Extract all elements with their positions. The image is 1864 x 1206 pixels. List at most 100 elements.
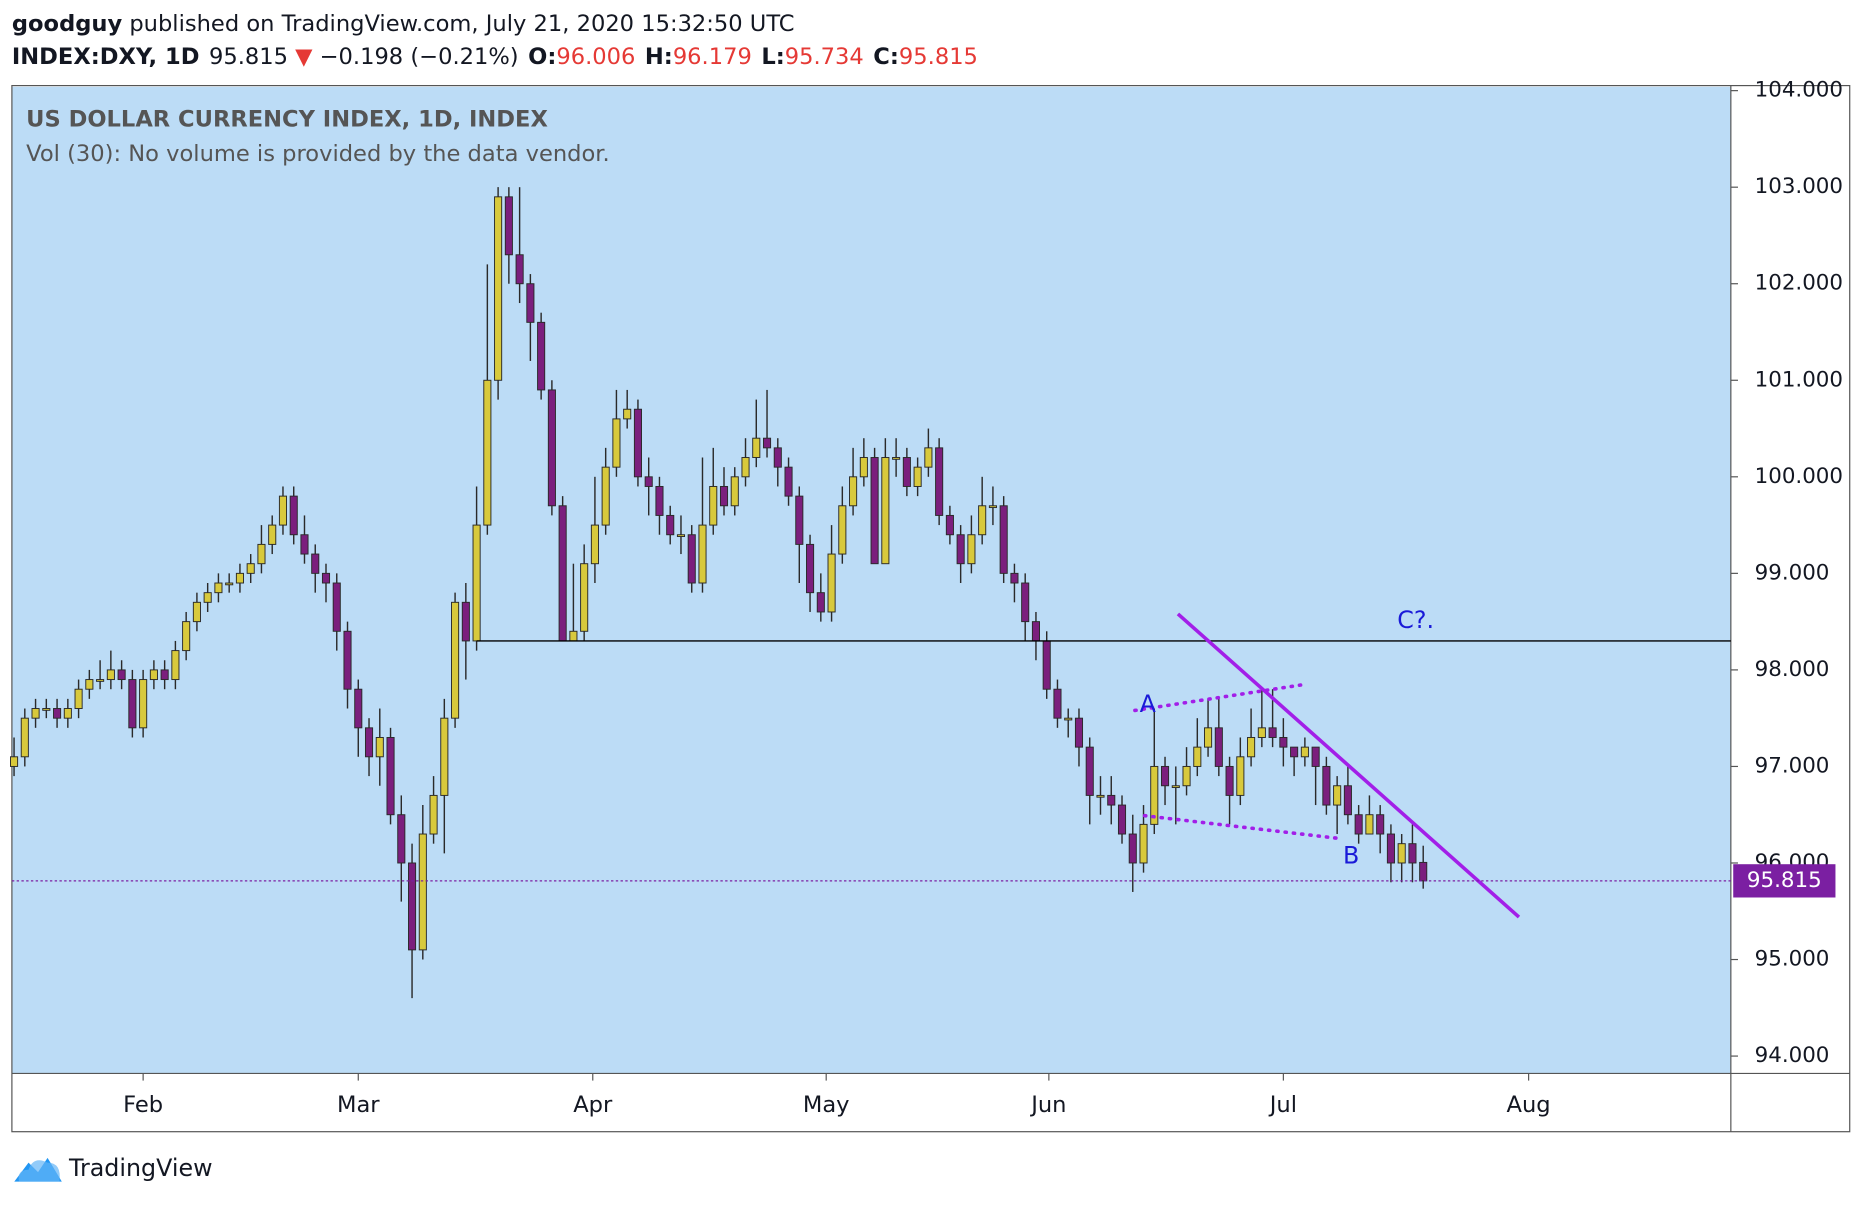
candle-body [1343, 785, 1352, 816]
plot-area [11, 86, 1731, 1074]
drawing-label: B [1343, 842, 1359, 870]
candle-body [74, 688, 83, 709]
last-price-badge [1733, 864, 1836, 898]
candle-body [795, 495, 804, 545]
candle-body [397, 814, 406, 864]
candle-body [203, 592, 212, 603]
candle-body [246, 563, 255, 574]
low-label: L: [761, 44, 784, 70]
candle-body [590, 524, 599, 565]
candle-body [1074, 717, 1084, 748]
candle-body [1193, 746, 1202, 767]
candle-body [1107, 794, 1116, 806]
chart-frame [11, 84, 1851, 1133]
candle-body [913, 466, 922, 487]
candle-body [816, 592, 825, 613]
candle-body [1117, 804, 1127, 835]
candle-body [806, 543, 815, 594]
candle-body [311, 553, 320, 574]
candle-body [42, 708, 51, 711]
candle-body [268, 524, 277, 545]
candle-body [1311, 746, 1320, 767]
candle-body [870, 457, 879, 565]
candle-body [31, 708, 40, 719]
y-tick-label: 94.000 [1755, 1043, 1830, 1068]
candle-body [999, 505, 1008, 574]
candle-body [461, 601, 470, 642]
candle-body [515, 254, 524, 285]
candle-body [601, 466, 610, 526]
candle-body [289, 495, 298, 536]
x-tick-label: Feb [123, 1092, 163, 1118]
published: published on TradingView.com, July 21, 2… [129, 10, 794, 36]
candle-body [429, 794, 438, 835]
candle-body [1268, 727, 1277, 738]
last-close: 95.815 [209, 44, 288, 70]
candle-body [773, 447, 782, 468]
candle-body [1333, 785, 1342, 806]
y-tick-label: 98.000 [1755, 657, 1830, 682]
candle-body [1322, 765, 1331, 806]
candle-body [612, 418, 621, 468]
y-tick-label: 99.000 [1755, 560, 1830, 585]
candle-body [1010, 572, 1019, 584]
logo [14, 1157, 62, 1182]
candle-body [408, 862, 417, 951]
candle-body [117, 669, 126, 681]
candle-body [859, 457, 868, 478]
y-tick-label: 103.000 [1755, 174, 1843, 199]
close-value: 95.815 [899, 44, 978, 70]
drawing-label: A [1140, 690, 1157, 718]
candle-body [171, 650, 180, 681]
candle-body [1182, 765, 1191, 787]
candle-body [10, 756, 19, 767]
candle-body [1386, 833, 1395, 864]
candle-body [687, 534, 696, 584]
candle-body [698, 524, 707, 584]
legend-volume: Vol (30): No volume is provided by the d… [26, 141, 610, 167]
brand: TradingView [68, 1154, 213, 1182]
candle-body [106, 669, 115, 681]
candle-body [1300, 746, 1309, 758]
x-tick-label: May [803, 1092, 850, 1118]
candle-body [1139, 823, 1148, 864]
candle-body [935, 447, 944, 516]
candle-body [1279, 737, 1288, 748]
y-tick-label: 100.000 [1755, 464, 1843, 489]
candle-body [827, 553, 836, 613]
x-tick-label: Jul [1268, 1092, 1297, 1118]
candle-body [1042, 640, 1051, 690]
candle-body [719, 485, 729, 507]
candle-body [300, 534, 309, 555]
candle-body [354, 688, 363, 729]
candle-body [1214, 727, 1223, 767]
candle-body [967, 534, 976, 565]
candle-body [343, 630, 352, 690]
candle-body [85, 679, 94, 690]
candle-body [752, 437, 761, 458]
candle-body [440, 717, 449, 796]
candle-body [1247, 737, 1256, 758]
x-tick-label: Mar [337, 1092, 380, 1118]
candle-body [1257, 727, 1266, 738]
last-price-label: 95.815 [1747, 868, 1822, 893]
candle-body [192, 601, 201, 623]
candle-body [902, 457, 911, 487]
drawing-line [1176, 612, 1521, 919]
ohlc-line: INDEX:DXY, 1D 95.815 ▼ −0.198 (−0.21%) O:96.… [12, 44, 978, 70]
candle-body [418, 833, 427, 951]
publisher: goodguy [12, 10, 123, 36]
high-value: 96.179 [673, 44, 752, 70]
candle-body [1236, 756, 1245, 796]
y-tick-label: 95.000 [1755, 947, 1830, 972]
candle-body [257, 543, 266, 565]
candle-body [1053, 688, 1062, 719]
candle-body [623, 408, 632, 420]
close-label: C: [873, 44, 899, 70]
candle-body [332, 582, 341, 632]
x-tick-label: Jun [1029, 1092, 1066, 1118]
candle-body [96, 679, 105, 682]
candle-body [988, 505, 997, 509]
candle-body [849, 476, 858, 507]
